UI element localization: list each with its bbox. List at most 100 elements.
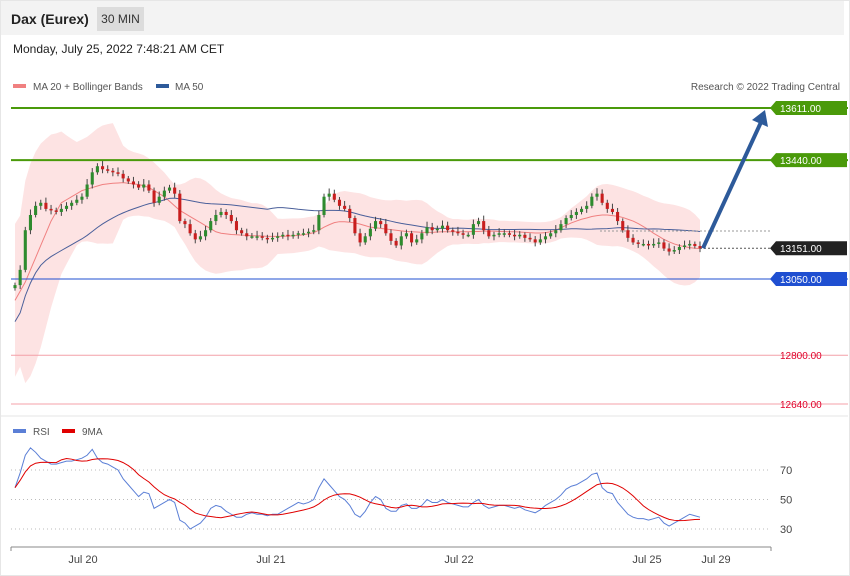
candle-body [18,269,22,286]
candle-body [270,237,275,240]
candle-body [157,196,161,203]
candle [399,231,403,250]
candle-body [95,166,99,173]
candle-body [327,193,331,197]
candle [75,195,79,206]
candle [90,168,94,189]
chart-header: Dax (Eurex) 30 MIN [1,1,844,35]
candle-body [209,221,213,231]
candle-body [435,228,439,231]
candle-body [502,233,506,235]
candle [559,220,563,233]
candle-body [265,237,269,240]
candle-body [49,208,53,211]
candle [523,232,527,242]
level-label: 12800.00 [780,351,822,362]
candle [440,220,445,233]
candle [80,193,84,204]
candle [363,232,367,245]
level-label: 13440.00 [780,156,822,167]
candle-body [193,233,197,240]
candle-body [173,187,177,194]
level-tag-bg [770,241,847,256]
candle-body [121,173,125,179]
candle [616,207,620,226]
candle [23,226,27,273]
candle [332,189,336,203]
timeframe-button[interactable]: 30 MIN [97,7,144,31]
candle-body [204,230,208,237]
candle-body [683,245,687,247]
candle-body [616,211,620,222]
candle [317,210,321,235]
candle [64,202,69,212]
candle [404,229,408,239]
candle-body [229,214,233,222]
candle-body [610,208,614,212]
candle [240,227,244,236]
candle-body [595,193,599,197]
candle-body [379,221,383,225]
moving-averages [14,182,701,322]
candle-body [657,242,661,244]
level-label: 13151.00 [780,244,822,255]
candle-body [281,234,285,237]
candle [157,191,161,206]
candle [18,265,22,290]
candle [44,197,48,212]
candle-body [142,184,146,188]
candle-body [167,187,172,191]
candle [693,241,697,249]
candle-body [276,236,280,238]
candle [301,228,305,236]
candle-body [641,243,645,246]
level-label: 13050.00 [780,275,822,286]
candle [507,230,511,238]
candle-body [631,237,635,243]
candle [224,209,228,219]
candle [585,201,589,213]
candle [420,229,424,244]
ma20-legend-swatch [13,84,26,88]
candle [549,230,553,239]
candle [286,229,290,241]
candle [610,203,614,215]
ma50-line [14,197,701,322]
ma50-legend-swatch [156,84,169,88]
candle [451,227,455,236]
candle [389,229,393,245]
candle-body [672,250,676,252]
candle [487,225,491,239]
candle-body [404,233,408,237]
candle [543,232,548,244]
forecast-arrow-head [752,110,768,127]
candle-body [399,236,403,246]
candle [137,181,141,190]
candle-body [482,221,486,231]
candle [466,232,470,238]
candle-body [590,196,594,206]
candle-body [466,234,470,237]
candle-body [255,236,259,238]
candle [379,218,383,229]
candle [456,226,460,236]
candle-body [425,227,429,234]
candle-body [343,205,347,209]
candle [70,200,74,210]
candle [476,217,481,227]
candle [178,189,182,224]
candle-body [301,233,305,235]
candle [641,239,645,247]
candle [353,215,357,236]
candle [234,217,239,235]
candle-body [636,242,640,244]
candle-body [476,221,481,225]
candle [116,167,120,177]
candle-body [513,234,517,237]
bollinger-band [15,123,700,384]
candle [646,240,651,250]
candle-body [456,231,460,234]
candle [677,244,681,255]
candle-body [219,211,223,215]
